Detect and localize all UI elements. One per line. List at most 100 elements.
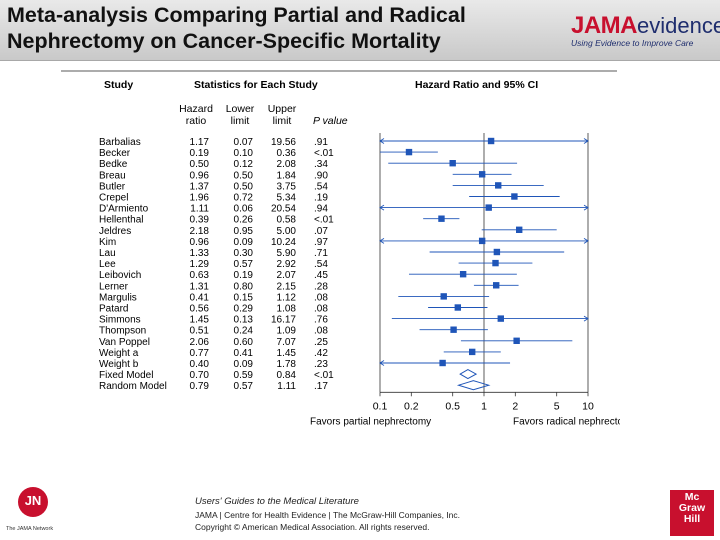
study-name: Lee bbox=[99, 259, 116, 270]
hazard-ratio-value: 1.31 bbox=[190, 281, 210, 292]
p-value: .54 bbox=[314, 181, 328, 192]
study-name: Weight a bbox=[99, 348, 139, 359]
x-label-right: Favors radical nephrectomy bbox=[513, 416, 620, 427]
lower-limit-value: 0.15 bbox=[234, 292, 254, 303]
footer-credits: JAMA | Centre for Health Evidence | The … bbox=[195, 510, 461, 520]
upper-limit-value: 7.07 bbox=[277, 337, 297, 348]
p-value: .19 bbox=[314, 193, 328, 204]
hazard-ratio-marker bbox=[492, 259, 499, 267]
header-p: P value bbox=[313, 115, 348, 127]
x-tick-label: 1 bbox=[481, 400, 487, 412]
p-value: .91 bbox=[314, 137, 328, 148]
upper-limit-value: 1.08 bbox=[277, 304, 297, 315]
hazard-ratio-marker bbox=[439, 359, 446, 367]
ci-arrow-left bbox=[379, 138, 385, 144]
header-stats: Statistics for Each Study bbox=[194, 79, 318, 91]
header-hr-1: Hazard bbox=[179, 103, 213, 115]
mcgraw-line3: Hill bbox=[683, 513, 701, 525]
slide-title-line2: Nephrectomy on Cancer-Specific Mortality bbox=[7, 29, 441, 53]
logo-wordmark: JAMAevidence bbox=[571, 12, 720, 40]
x-tick-label: 5 bbox=[554, 400, 560, 412]
forest-headers: Study Statistics for Each Study Hazard R… bbox=[61, 70, 617, 127]
p-value: .42 bbox=[314, 348, 328, 359]
study-name: Lerner bbox=[99, 281, 129, 292]
hazard-ratio-marker bbox=[440, 293, 447, 300]
hazard-ratio-marker bbox=[515, 226, 523, 233]
hazard-ratio-value: 0.56 bbox=[190, 304, 210, 315]
upper-limit-value: 16.17 bbox=[271, 315, 296, 326]
upper-limit-value: 0.84 bbox=[277, 370, 297, 381]
summary-diamond bbox=[459, 369, 478, 380]
hazard-ratio-marker bbox=[513, 337, 520, 344]
lower-limit-value: 0.57 bbox=[234, 381, 254, 392]
study-name: Butler bbox=[99, 181, 126, 192]
p-value: .28 bbox=[314, 281, 328, 292]
hazard-ratio-value: 1.96 bbox=[190, 193, 210, 204]
forest-plot-panel: Study Statistics for Each Study Hazard R… bbox=[58, 70, 636, 480]
header-plot: Hazard Ratio and 95% CI bbox=[415, 79, 538, 91]
hazard-ratio-value: 0.96 bbox=[190, 237, 210, 248]
study-name: Patard bbox=[99, 304, 128, 315]
lower-limit-value: 0.13 bbox=[234, 315, 254, 326]
hazard-ratio-value: 1.45 bbox=[190, 315, 210, 326]
p-value: <.01 bbox=[314, 370, 334, 381]
p-value: <.01 bbox=[314, 148, 334, 159]
hazard-ratio-marker bbox=[405, 148, 413, 156]
upper-limit-value: 1.78 bbox=[277, 359, 297, 370]
hazard-ratio-marker bbox=[459, 271, 467, 278]
p-value: .90 bbox=[314, 170, 328, 181]
upper-limit-value: 0.58 bbox=[277, 215, 297, 226]
hazard-ratio-marker bbox=[454, 304, 462, 311]
lower-limit-value: 0.09 bbox=[234, 237, 254, 248]
lower-limit-value: 0.10 bbox=[234, 148, 254, 159]
lower-limit-value: 0.19 bbox=[234, 270, 254, 281]
hazard-ratio-marker bbox=[450, 326, 457, 333]
lower-limit-value: 0.57 bbox=[234, 259, 254, 270]
lower-limit-value: 0.50 bbox=[234, 170, 254, 181]
hazard-ratio-value: 0.40 bbox=[190, 359, 210, 370]
upper-limit-value: 0.36 bbox=[277, 148, 297, 159]
hazard-ratio-value: 1.29 bbox=[190, 259, 210, 270]
lower-limit-value: 0.50 bbox=[234, 181, 254, 192]
hazard-ratio-value: 0.70 bbox=[190, 370, 210, 381]
upper-limit-value: 10.24 bbox=[271, 237, 296, 248]
hazard-ratio-marker bbox=[478, 171, 486, 178]
header-lower-1: Lower bbox=[226, 103, 255, 115]
hazard-ratio-marker bbox=[495, 182, 502, 189]
mcgraw-line2: Graw bbox=[678, 502, 706, 514]
hazard-ratio-value: 0.77 bbox=[190, 348, 210, 359]
hazard-ratio-marker bbox=[492, 282, 500, 289]
study-name: Crepel bbox=[99, 193, 128, 204]
ci-arrow-right bbox=[583, 238, 589, 244]
jn-mark: JN bbox=[24, 493, 42, 508]
hazard-ratio-marker bbox=[485, 204, 492, 211]
lower-limit-value: 0.26 bbox=[234, 215, 254, 226]
upper-limit-value: 20.54 bbox=[271, 204, 296, 215]
study-name: Random Model bbox=[99, 381, 167, 392]
p-value: .76 bbox=[314, 315, 328, 326]
study-name: Lau bbox=[99, 248, 116, 259]
lower-limit-value: 0.12 bbox=[234, 159, 254, 170]
hazard-ratio-marker bbox=[438, 215, 445, 222]
lower-limit-value: 0.59 bbox=[234, 370, 254, 381]
study-name: Simmons bbox=[99, 315, 141, 326]
p-value: .94 bbox=[314, 204, 328, 215]
hazard-ratio-marker bbox=[487, 137, 495, 145]
study-name: Hellenthal bbox=[99, 215, 143, 226]
x-tick-label: 0.1 bbox=[373, 400, 388, 412]
jama-evidence-logo: JAMAevidence Using Evidence to Improve C… bbox=[566, 12, 720, 52]
p-value: .08 bbox=[314, 304, 328, 315]
upper-limit-value: 1.09 bbox=[277, 326, 297, 337]
p-value: .25 bbox=[314, 337, 328, 348]
upper-limit-value: 5.90 bbox=[277, 248, 297, 259]
hazard-ratio-value: 1.17 bbox=[190, 137, 210, 148]
header-upper-2: limit bbox=[273, 115, 292, 127]
summary-diamond bbox=[456, 380, 491, 391]
ci-arrow-left bbox=[379, 238, 385, 244]
hazard-ratio-value: 1.33 bbox=[190, 248, 210, 259]
jama-network-caption: The JAMA Network bbox=[6, 526, 54, 532]
study-name: Kim bbox=[99, 237, 116, 248]
p-value: .08 bbox=[314, 326, 328, 337]
upper-limit-value: 5.00 bbox=[277, 226, 297, 237]
